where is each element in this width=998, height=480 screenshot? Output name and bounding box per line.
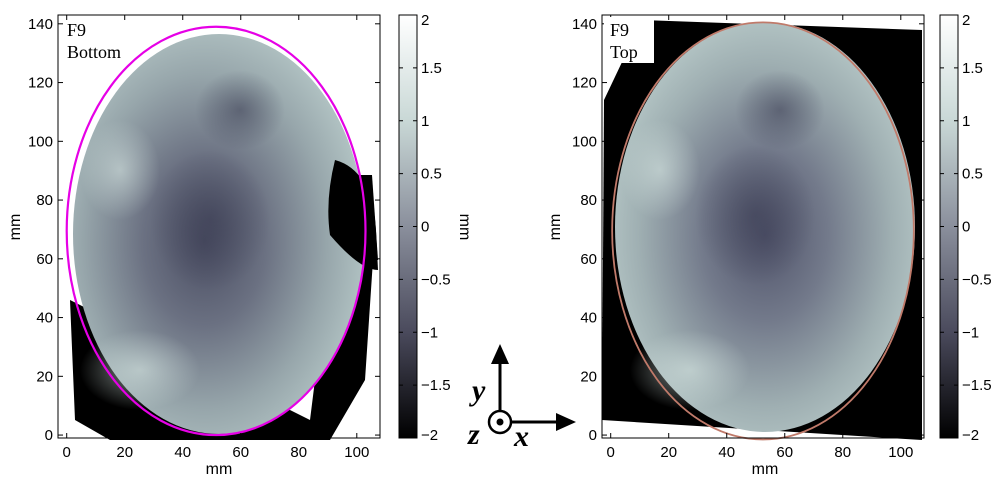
x-axis-letter: x — [513, 420, 529, 453]
y-ticks: 0 20 40 60 80 100 120 140 — [572, 16, 924, 444]
colorbar-tick-label: −1.5 — [421, 377, 451, 394]
y-ticks: 0 20 40 60 80 100 120 140 — [28, 16, 380, 444]
colorbar-ticks: 2 1.5 1 0.5 0 −0.5 −1 −1.5 −2 — [399, 12, 451, 444]
colorbar-tick-label: 2 — [421, 12, 429, 29]
x-tick-label: 100 — [888, 444, 913, 461]
x-tick-label: 40 — [174, 444, 191, 461]
colorbar-tick-label: −0.5 — [962, 271, 992, 288]
y-tick-label: 100 — [572, 133, 597, 150]
x-arrowhead-icon — [556, 413, 576, 431]
y-tick-label: 80 — [580, 192, 597, 209]
surface-feature — [150, 150, 270, 290]
y-tick-label: 40 — [36, 310, 53, 327]
y-tick-label: 40 — [580, 310, 597, 327]
plot-frame — [57, 14, 381, 439]
surface-feature — [80, 120, 160, 220]
y-tick-label: 100 — [28, 133, 53, 150]
panel-label-line2: Bottom — [67, 42, 121, 62]
panel-label-line2: Top — [610, 42, 638, 62]
x-tick-label: 20 — [660, 444, 677, 461]
colorbar-tick-label: −1.5 — [962, 377, 992, 394]
x-ticks: 0 20 40 60 80 100 — [63, 15, 369, 461]
y-tick-label: 0 — [45, 427, 53, 444]
colorbar-tick-label: −2 — [421, 427, 438, 444]
colorbar-tick-label: 2 — [962, 12, 970, 29]
x-tick-label: 60 — [776, 444, 793, 461]
colorbar-ticks: 2 1.5 1 0.5 0 −0.5 −1 −1.5 −2 — [940, 12, 992, 444]
fit-ellipse — [611, 21, 915, 441]
y-tick-label: 120 — [28, 75, 53, 92]
surface-feature — [195, 70, 285, 150]
fit-ellipse — [65, 25, 367, 437]
x-axis-label: mm — [206, 461, 233, 478]
x-tick-label: 80 — [290, 444, 307, 461]
y-tick-label: 20 — [580, 368, 597, 385]
panel-label-backdrop — [604, 17, 654, 63]
colorbar-tick-label: 1.5 — [421, 60, 442, 77]
y-axis-letter: y — [469, 374, 486, 407]
colorbar-tick-label: 0 — [962, 219, 970, 236]
z-axis-letter: z — [467, 418, 480, 451]
colorbar-tick-label: −2 — [962, 427, 979, 444]
x-tick-label: 80 — [834, 444, 851, 461]
x-tick-label: 60 — [232, 444, 249, 461]
colorbar-tick-label: −1 — [421, 324, 438, 341]
y-axis-label: mm — [547, 214, 564, 241]
z-axis-dot-icon — [496, 418, 504, 426]
surface-feature — [620, 120, 700, 220]
surface-feature — [695, 145, 815, 285]
colorbar-tick-label: 1 — [421, 113, 429, 130]
coordinate-axes-glyph: y z x — [467, 344, 576, 453]
panel-label-line1: F9 — [67, 20, 86, 40]
colorbar-label: mm — [456, 214, 473, 241]
y-tick-label: 140 — [28, 16, 53, 33]
surface-feature — [80, 330, 200, 410]
y-tick-label: 60 — [36, 251, 53, 268]
colorbar-tick-label: 1 — [962, 113, 970, 130]
x-axis-label: mm — [752, 461, 779, 478]
colorbar-tick-label: 0.5 — [962, 166, 983, 183]
y-tick-label: 60 — [580, 251, 597, 268]
x-ticks: 0 20 40 60 80 100 — [607, 15, 913, 461]
surface-feature — [630, 330, 750, 410]
y-axis-label: mm — [7, 214, 24, 241]
colorbar-tick-label: −0.5 — [421, 271, 451, 288]
x-tick-label: 20 — [116, 444, 133, 461]
colorbar-tick-label: −1 — [962, 324, 979, 341]
colorbar-tick-label: 0.5 — [421, 166, 442, 183]
x-tick-label: 0 — [63, 444, 71, 461]
y-tick-label: 20 — [36, 368, 53, 385]
panel-label-line1: F9 — [610, 20, 629, 40]
y-arrowhead-icon — [491, 344, 509, 364]
y-tick-label: 0 — [589, 427, 597, 444]
y-tick-label: 140 — [572, 16, 597, 33]
surface-feature — [735, 70, 825, 150]
plot-frame — [601, 14, 925, 439]
x-tick-label: 0 — [607, 444, 615, 461]
x-tick-label: 100 — [344, 444, 369, 461]
y-tick-label: 80 — [36, 192, 53, 209]
colorbar-tick-label: 0 — [421, 219, 429, 236]
x-tick-label: 40 — [718, 444, 735, 461]
y-tick-label: 120 — [572, 75, 597, 92]
colorbar-tick-label: 1.5 — [962, 60, 983, 77]
